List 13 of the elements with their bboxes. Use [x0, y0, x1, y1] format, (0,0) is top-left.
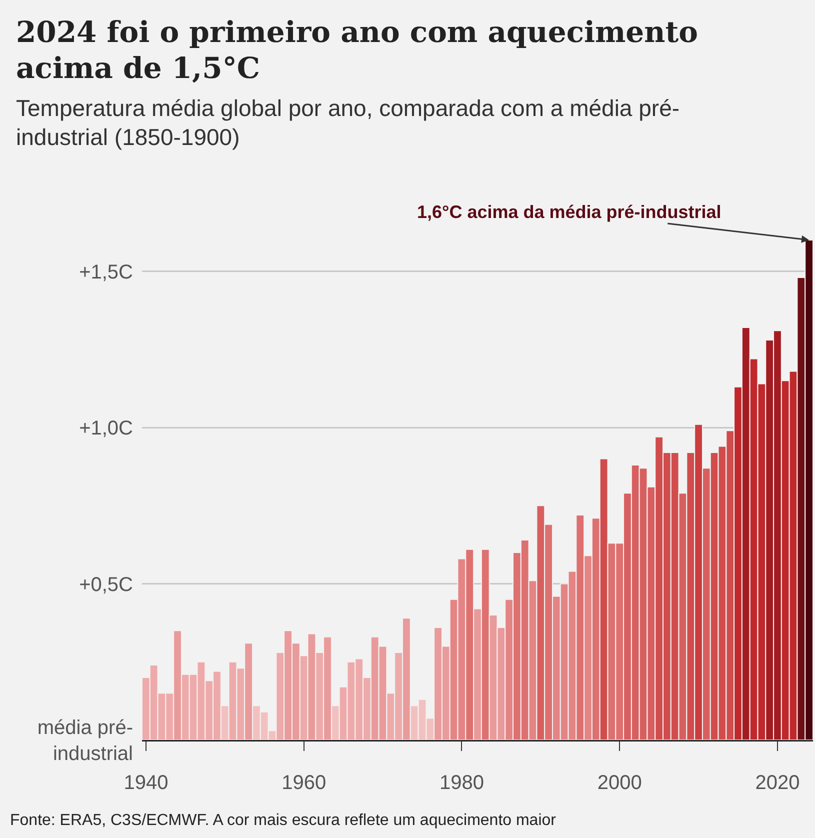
x-tick-label: 2000 [597, 772, 642, 794]
x-tick-label: 1980 [439, 772, 484, 794]
chart-title: 2024 foi o primeiro ano com aquecimento acima de 1,5°C [16, 14, 699, 86]
chart-subtitle: Temperatura média global por ano, comparada com a média pré-industrial (1850-1900) [16, 94, 681, 152]
x-tick-label: 1960 [282, 772, 326, 794]
y-tick-label: +1,5C [79, 261, 133, 284]
annotation: 1,6°C acima da média pré-industrial [417, 202, 722, 222]
source-note: Fonte: ERA5, C3S/ECMWF. A cor mais escura reflete um aquecimento maior [10, 812, 556, 830]
x-tick-label: 1940 [124, 772, 168, 794]
y-tick-label: +0,5C [79, 574, 133, 596]
y-tick-label: +1,0C [79, 418, 133, 440]
y-tick-label: média pré-industrial [37, 717, 133, 765]
x-tick-label: 2020 [755, 772, 800, 794]
